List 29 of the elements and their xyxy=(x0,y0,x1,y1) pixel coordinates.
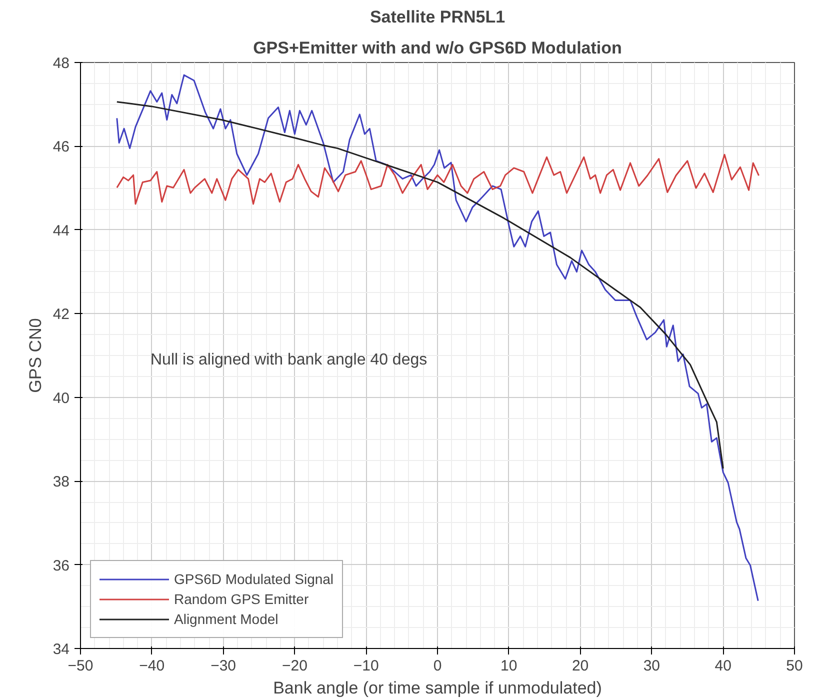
y-tick-label: 34 xyxy=(52,641,70,658)
annotation: Null is aligned with bank angle 40 degs xyxy=(150,352,428,368)
x-tick-label: 20 xyxy=(572,658,589,674)
legend-label: Random GPS Emitter xyxy=(174,591,309,607)
x-tick-label: 10 xyxy=(500,658,518,674)
y-tick-label: 42 xyxy=(52,306,70,324)
y-axis-title: GPS CN0 xyxy=(26,318,45,393)
x-tick-label: −10 xyxy=(353,658,379,674)
y-tick-label: 38 xyxy=(52,474,70,491)
chart-title: Satellite PRN5L1 xyxy=(370,8,506,26)
legend-label: GPS6D Modulated Signal xyxy=(174,571,334,587)
chart-subtitle: GPS+Emitter with and w/o GPS6D Modulation xyxy=(253,38,622,58)
x-tick-label: 30 xyxy=(643,658,660,674)
y-tick-label: 36 xyxy=(52,557,70,574)
x-axis-title: Bank angle (or time sample if unmodulated) xyxy=(273,678,602,698)
x-tick-label: −20 xyxy=(282,658,308,674)
x-tick-label: 50 xyxy=(786,658,803,674)
y-tick-label: 44 xyxy=(52,222,70,240)
x-tick-label: 40 xyxy=(714,658,732,674)
y-tick-label: 48 xyxy=(52,55,70,72)
x-tick-label: −30 xyxy=(210,658,236,674)
x-tick-label: −50 xyxy=(68,658,94,674)
line-series xyxy=(116,154,760,205)
legend-label: Alignment Model xyxy=(174,611,278,627)
x-tick-label: −40 xyxy=(139,658,165,674)
x-tick-label: 0 xyxy=(433,658,442,674)
y-tick-label: 40 xyxy=(52,390,70,407)
line-series xyxy=(116,101,724,470)
y-tick-label: 46 xyxy=(52,138,70,156)
